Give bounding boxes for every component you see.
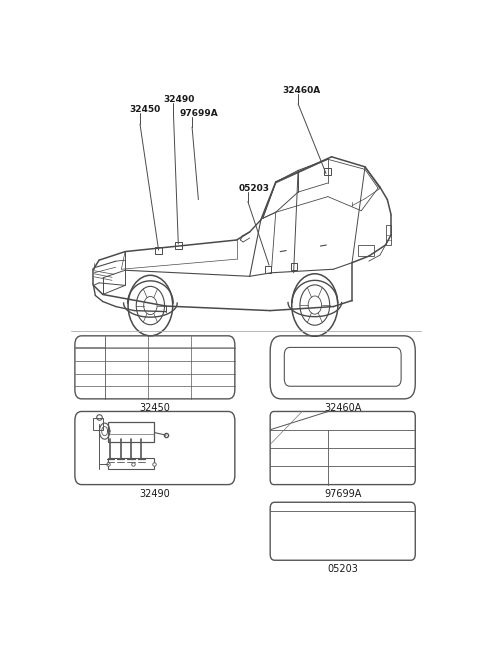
Text: 32450: 32450 — [129, 105, 160, 114]
Text: 05203: 05203 — [327, 564, 358, 574]
Text: 32450: 32450 — [139, 403, 170, 413]
Bar — [291, 263, 297, 270]
Text: 32460A: 32460A — [282, 86, 320, 95]
Bar — [324, 168, 331, 176]
Bar — [108, 422, 154, 441]
Bar — [155, 247, 162, 254]
Text: 05203: 05203 — [239, 183, 270, 193]
Bar — [108, 458, 154, 470]
Bar — [358, 245, 374, 256]
Text: 97699A: 97699A — [180, 109, 218, 118]
Bar — [175, 242, 182, 249]
Text: 32460A: 32460A — [324, 403, 361, 413]
Bar — [386, 225, 391, 245]
Text: 97699A: 97699A — [324, 489, 361, 499]
Text: 32490: 32490 — [163, 95, 195, 103]
Text: 32490: 32490 — [140, 489, 170, 499]
Bar — [265, 266, 271, 272]
Bar — [94, 417, 103, 430]
